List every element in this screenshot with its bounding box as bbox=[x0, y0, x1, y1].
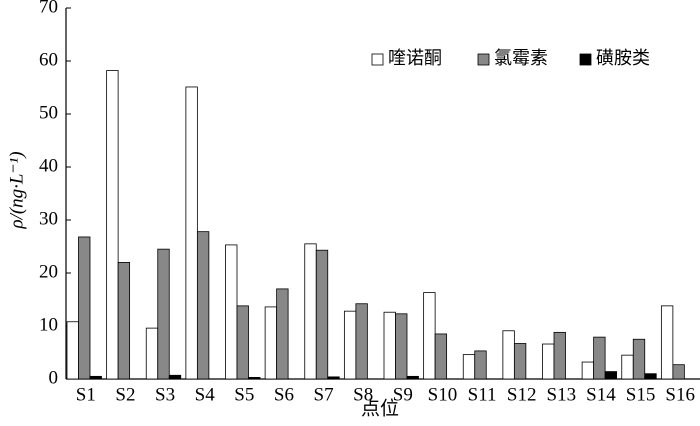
bar bbox=[225, 244, 238, 380]
bar bbox=[462, 354, 476, 380]
legend-label: 磺胺类 bbox=[596, 48, 650, 68]
legend-label: 氯霉素 bbox=[494, 48, 548, 68]
bar bbox=[434, 333, 448, 380]
bar bbox=[621, 354, 634, 380]
x-tick-label: S6 bbox=[274, 384, 294, 405]
bar bbox=[581, 361, 595, 380]
bar bbox=[660, 305, 674, 380]
x-tick-label: S14 bbox=[586, 384, 616, 405]
x-tick-label: S11 bbox=[468, 384, 497, 405]
bar bbox=[423, 292, 436, 380]
bar bbox=[406, 375, 419, 380]
y-tick-label: 70 bbox=[39, 0, 58, 17]
legend-label: 喹诺酮 bbox=[388, 48, 442, 68]
bar bbox=[185, 86, 198, 380]
y-tick-label: 10 bbox=[39, 314, 58, 335]
bar bbox=[248, 377, 261, 380]
legend-swatch bbox=[477, 53, 490, 66]
x-tick-label: S2 bbox=[115, 384, 135, 405]
x-tick-label: S16 bbox=[665, 384, 695, 405]
bar bbox=[264, 306, 278, 380]
bar bbox=[593, 336, 606, 380]
bar bbox=[315, 249, 329, 380]
bar bbox=[89, 375, 102, 380]
bar bbox=[383, 311, 396, 380]
bar bbox=[236, 305, 249, 380]
x-tick-label: S3 bbox=[155, 384, 175, 405]
bar bbox=[343, 310, 357, 380]
legend-swatch bbox=[579, 53, 592, 66]
y-tick-label: 60 bbox=[39, 49, 58, 70]
bar bbox=[66, 321, 79, 380]
bar bbox=[542, 343, 555, 380]
bar bbox=[553, 331, 566, 380]
legend-swatch bbox=[371, 53, 384, 66]
bar bbox=[145, 327, 159, 380]
bar bbox=[513, 343, 527, 380]
y-tick-label: 20 bbox=[39, 261, 58, 282]
bar bbox=[644, 373, 657, 380]
y-tick-label: 0 bbox=[49, 367, 59, 388]
x-tick-label: S5 bbox=[234, 384, 254, 405]
x-tick-label: S4 bbox=[195, 384, 216, 405]
bar bbox=[276, 288, 289, 380]
x-tick-label: S1 bbox=[76, 384, 96, 405]
bar bbox=[604, 371, 618, 380]
bar bbox=[355, 303, 368, 380]
y-tick-label: 40 bbox=[39, 155, 58, 176]
bar bbox=[157, 248, 170, 380]
bar bbox=[474, 350, 487, 380]
y-tick-label: 50 bbox=[39, 102, 58, 123]
bar bbox=[502, 330, 515, 380]
bar bbox=[117, 261, 131, 380]
bar bbox=[395, 313, 408, 380]
x-tick-label: S15 bbox=[626, 384, 656, 405]
x-tick-label: S7 bbox=[314, 384, 334, 405]
bar bbox=[304, 243, 317, 380]
bar bbox=[196, 231, 210, 380]
bar bbox=[78, 236, 91, 380]
x-tick-label: S8 bbox=[353, 384, 373, 405]
y-tick-label: 30 bbox=[39, 208, 58, 229]
bar bbox=[168, 374, 182, 380]
x-tick-label: S10 bbox=[428, 384, 458, 405]
x-axis-title: 点位 bbox=[361, 397, 399, 419]
x-tick-label: S13 bbox=[547, 384, 577, 405]
x-tick-label: S12 bbox=[507, 384, 537, 405]
legend: 喹诺酮 氯霉素 磺胺类 bbox=[371, 48, 650, 68]
bar bbox=[672, 364, 685, 380]
bar bbox=[632, 338, 646, 380]
y-axis-title: ρ/(ng·L⁻¹) bbox=[6, 151, 27, 229]
bar bbox=[327, 376, 340, 380]
bar bbox=[106, 70, 119, 380]
x-tick-label: S9 bbox=[393, 384, 413, 405]
